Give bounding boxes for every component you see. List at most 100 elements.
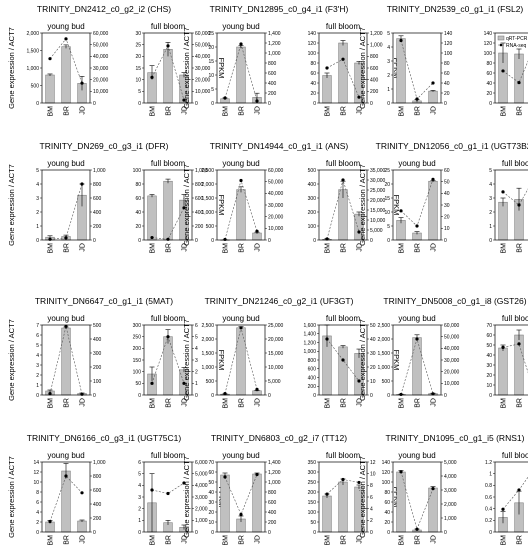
chart-10-p1-ytick: 10 bbox=[33, 480, 39, 486]
chart-8-p2-ytick: 1,000 bbox=[303, 349, 316, 355]
chart-2: TRINITY_DN12895_c0_g4_i1 (F3'H) Gene expr… bbox=[182, 4, 401, 117]
chart-4-p2-rtick: 0 bbox=[195, 238, 198, 244]
chart-6-p2-rnaseq-point-BR bbox=[517, 203, 521, 207]
chart-4-p1-ytick: 5 bbox=[36, 168, 39, 174]
chart-5-p2-rtick: 10,000 bbox=[370, 218, 386, 224]
chart-11-p2-xtick-JD: JD bbox=[357, 535, 364, 544]
chart-12-p1-rnaseq-point-JD bbox=[431, 487, 435, 491]
chart-11-p2-rtick: 8 bbox=[370, 483, 373, 489]
chart-8-p1-rnaseq-point-BR bbox=[239, 326, 243, 330]
chart-2-p1-ytick: 5 bbox=[211, 87, 214, 93]
chart-4-p2-rnaseq-point-BR bbox=[166, 237, 170, 241]
chart-4-p2-ytick: 20 bbox=[135, 224, 141, 230]
chart-11-p2-rtick: 2 bbox=[370, 518, 373, 524]
chart-2-p2-rtick: 1,000 bbox=[370, 42, 383, 48]
chart-10-p1-label: young bud bbox=[47, 451, 84, 460]
chart-4-p1-ytick: 4 bbox=[36, 182, 39, 188]
chart-10-p1-ytick: 6 bbox=[36, 500, 39, 506]
chart-6-p1-xtick-JD: JD bbox=[431, 243, 438, 252]
chart-9-p1-rtick: 50,000 bbox=[444, 334, 460, 340]
chart-2-p1-rtick: 400 bbox=[268, 81, 277, 87]
legend-label-qrtpcr: qRT-PCR bbox=[506, 36, 528, 42]
chart-10-p1-ytick: 12 bbox=[33, 470, 39, 476]
chart-4-p1-rtick: 200 bbox=[93, 224, 102, 230]
chart-12-ylabel: Gene expression / ACT7 bbox=[358, 456, 367, 538]
chart-3-p2-xtick-BR: BR bbox=[517, 106, 524, 116]
chart-12: TRINITY_DN1095_c0_g1_i5 (RNS1) Gene expre… bbox=[358, 433, 528, 546]
chart-6-p1-label: young bud bbox=[398, 159, 435, 168]
chart-5-p1-ytick: 1,500 bbox=[201, 196, 214, 202]
chart-4-p2-rnaseq-point-BM bbox=[150, 235, 154, 240]
chart-11-p1-ytick: 20 bbox=[208, 510, 214, 516]
chart-4-y2label: FPKM bbox=[217, 195, 226, 216]
chart-1-p1-ytick: 1,000 bbox=[26, 66, 39, 72]
chart-7-p2-ytick: 300 bbox=[133, 323, 142, 329]
chart-12-p1-rnaseq-point-BM bbox=[399, 470, 403, 474]
chart-1-p2-ytick: 10 bbox=[135, 77, 141, 83]
chart-2-p2-xtick-BR: BR bbox=[341, 106, 348, 116]
chart-11-p2-rtick: 6 bbox=[370, 495, 373, 501]
chart-9-ylabel: Gene expression / ACT7 bbox=[358, 319, 367, 401]
chart-9-p1-ytick: 1,500 bbox=[377, 351, 390, 357]
chart-9: TRINITY_DN5008_c0_g1_i8 (GST26) Gene expr… bbox=[358, 296, 528, 409]
chart-7-p1-ytick: 0 bbox=[36, 393, 39, 399]
chart-2-p2-bar-BM bbox=[322, 75, 332, 104]
chart-9-p2-ytick: 60 bbox=[486, 333, 492, 339]
chart-9-p2-xtick-BR: BR bbox=[517, 398, 524, 408]
chart-3-p1-xtick-JD: JD bbox=[431, 106, 438, 115]
chart-5-p1-ytick: 2,500 bbox=[201, 168, 214, 174]
chart-4-p1-rtick: 400 bbox=[93, 210, 102, 216]
chart-11-p1-rnaseq-point-BM bbox=[223, 475, 227, 479]
chart-7-p2-rnaseq-point-BR bbox=[166, 335, 170, 339]
chart-1: TRINITY_DN2412_c0_g2_i2 (CHS) Gene expres… bbox=[7, 4, 226, 117]
chart-5-p1-rtick: 20,000 bbox=[268, 214, 284, 220]
chart-7-p2-ytick: 50 bbox=[135, 381, 141, 387]
chart-7-p2-rtick: 1 bbox=[195, 381, 198, 387]
chart-2-p2-rnaseq-point-BR bbox=[341, 57, 345, 61]
chart-9-p1-bar-BR bbox=[412, 337, 422, 396]
chart-1-p2-bar-BR bbox=[163, 49, 173, 104]
chart-2-p1-ytick: 25 bbox=[208, 31, 214, 37]
chart-4-p2-ytick: 60 bbox=[135, 196, 141, 202]
chart-8-p1-ytick: 2,000 bbox=[201, 337, 214, 343]
chart-12-p2-ytick: 1.2 bbox=[485, 460, 492, 466]
chart-12-p2-ytick: 1 bbox=[489, 471, 492, 477]
chart-3-p1-rtick: 40 bbox=[444, 81, 450, 87]
chart-8-p2-ytick: 1,400 bbox=[303, 332, 316, 338]
chart-9-p2-ytick: 40 bbox=[486, 353, 492, 359]
chart-4-p1-xtick-JD: JD bbox=[80, 243, 87, 252]
chart-11-title: TRINITY_DN6803_c0_g2_i7 (TT12) bbox=[211, 433, 347, 443]
chart-12-p1-bar-JD bbox=[428, 487, 438, 533]
chart-3-p2-xtick-BM: BM bbox=[501, 106, 508, 117]
chart-10-p1-ytick: 2 bbox=[36, 520, 39, 526]
chart-7-p2-xtick-BR: BR bbox=[166, 398, 173, 408]
chart-9-p1-ytick: 2,500 bbox=[377, 323, 390, 329]
chart-5-p2-label: full bloom bbox=[326, 159, 361, 168]
chart-5-p1-rnaseq-point-JD bbox=[255, 229, 259, 233]
chart-6-p1-ytick: 25 bbox=[384, 168, 390, 174]
chart-11-p1-frame bbox=[216, 461, 266, 533]
chart-7-p1-rtick: 100 bbox=[93, 379, 102, 385]
chart-7-title: TRINITY_DN6647_c0_g1_i1 (5MAT) bbox=[35, 296, 173, 306]
chart-6-p1-rnaseq-point-BM bbox=[399, 209, 403, 213]
chart-12-p2-ytick: 0.8 bbox=[485, 483, 492, 489]
chart-11-p2-rnaseq-point-BR bbox=[341, 477, 345, 482]
chart-5-p1-rnaseq-point-BR bbox=[239, 178, 243, 183]
chart-6-p1-ytick: 20 bbox=[384, 182, 390, 188]
chart-1-p2-rtick: 0 bbox=[195, 101, 198, 107]
chart-1-p1-rnaseq-point-BR bbox=[64, 37, 68, 41]
chart-5-p2-frame bbox=[318, 169, 368, 241]
chart-6-p1-bar-JD bbox=[428, 180, 438, 241]
chart-11-p2-ytick: 350 bbox=[308, 460, 317, 466]
chart-7-p1-rtick: 300 bbox=[93, 351, 102, 357]
chart-10-p1-frame bbox=[41, 461, 91, 533]
chart-10-p1-ytick: 4 bbox=[36, 510, 39, 516]
chart-12-p2-xtick-BM: BM bbox=[501, 535, 508, 546]
chart-10-p2-rtick: 6,000 bbox=[195, 460, 208, 466]
chart-9-p1-xtick-BM: BM bbox=[399, 398, 406, 409]
chart-7-p2-ytick: 150 bbox=[133, 358, 142, 364]
chart-7-p1-rnaseq-point-JD bbox=[80, 392, 84, 396]
chart-7-p2-ytick: 100 bbox=[133, 369, 142, 375]
